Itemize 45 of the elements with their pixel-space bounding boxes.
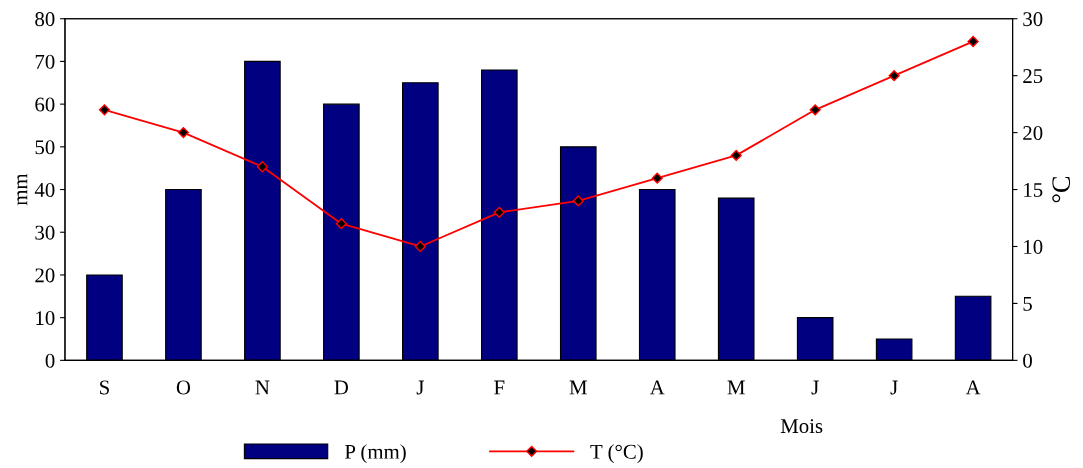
point bbox=[98, 104, 111, 116]
y2-tick-label: 10 bbox=[1024, 239, 1043, 254]
x-tick-label: S bbox=[100, 380, 109, 395]
x-tick-label: F bbox=[494, 380, 505, 395]
y2-tick-label: 30 bbox=[1023, 12, 1043, 27]
point bbox=[572, 195, 584, 207]
x-tick-label: O bbox=[176, 380, 191, 395]
x-tick-label: M bbox=[727, 380, 745, 395]
y-tick-label: 70 bbox=[35, 54, 55, 69]
point bbox=[967, 35, 979, 48]
y-tick-label: 30 bbox=[35, 225, 55, 240]
point bbox=[256, 161, 269, 173]
point bbox=[335, 218, 347, 230]
y-tick-label: 10 bbox=[36, 311, 55, 326]
y-tick-label: 40 bbox=[34, 182, 55, 197]
point bbox=[651, 172, 663, 184]
x-tick-label: M bbox=[569, 380, 587, 395]
x-tick-label: J bbox=[811, 380, 819, 395]
point bbox=[493, 206, 505, 218]
x-tick-label: A bbox=[965, 380, 981, 395]
y-axis-title: mm bbox=[17, 173, 28, 206]
point bbox=[177, 126, 190, 139]
y-tick-label: 20 bbox=[35, 268, 55, 283]
point bbox=[888, 70, 900, 82]
y2-tick-label: 25 bbox=[1023, 69, 1043, 84]
y2-tick-label: 15 bbox=[1024, 183, 1043, 197]
point bbox=[730, 149, 742, 161]
point bbox=[809, 104, 821, 116]
x-axis-title: Mois bbox=[780, 419, 823, 434]
x-tick-label: N bbox=[255, 380, 270, 395]
y-tick-label: 80 bbox=[35, 12, 55, 27]
y2-tick-label: 5 bbox=[1023, 297, 1032, 311]
x-tick-label: A bbox=[649, 380, 665, 395]
x-tick-label: J bbox=[890, 380, 898, 395]
point bbox=[414, 240, 426, 253]
y-tick-label: 50 bbox=[35, 140, 55, 155]
y-tick-label: 0 bbox=[45, 353, 55, 368]
y2-tick-label: 0 bbox=[1023, 353, 1032, 368]
legend-label: T (°C) bbox=[590, 444, 643, 464]
legend-label: P (mm) bbox=[344, 444, 406, 464]
y2-axis-title: °C bbox=[1052, 176, 1071, 203]
y-tick-label: 60 bbox=[35, 97, 55, 112]
x-tick-label: J bbox=[416, 380, 424, 395]
x-tick-label: D bbox=[334, 380, 349, 395]
y2-tick-label: 20 bbox=[1023, 125, 1043, 141]
